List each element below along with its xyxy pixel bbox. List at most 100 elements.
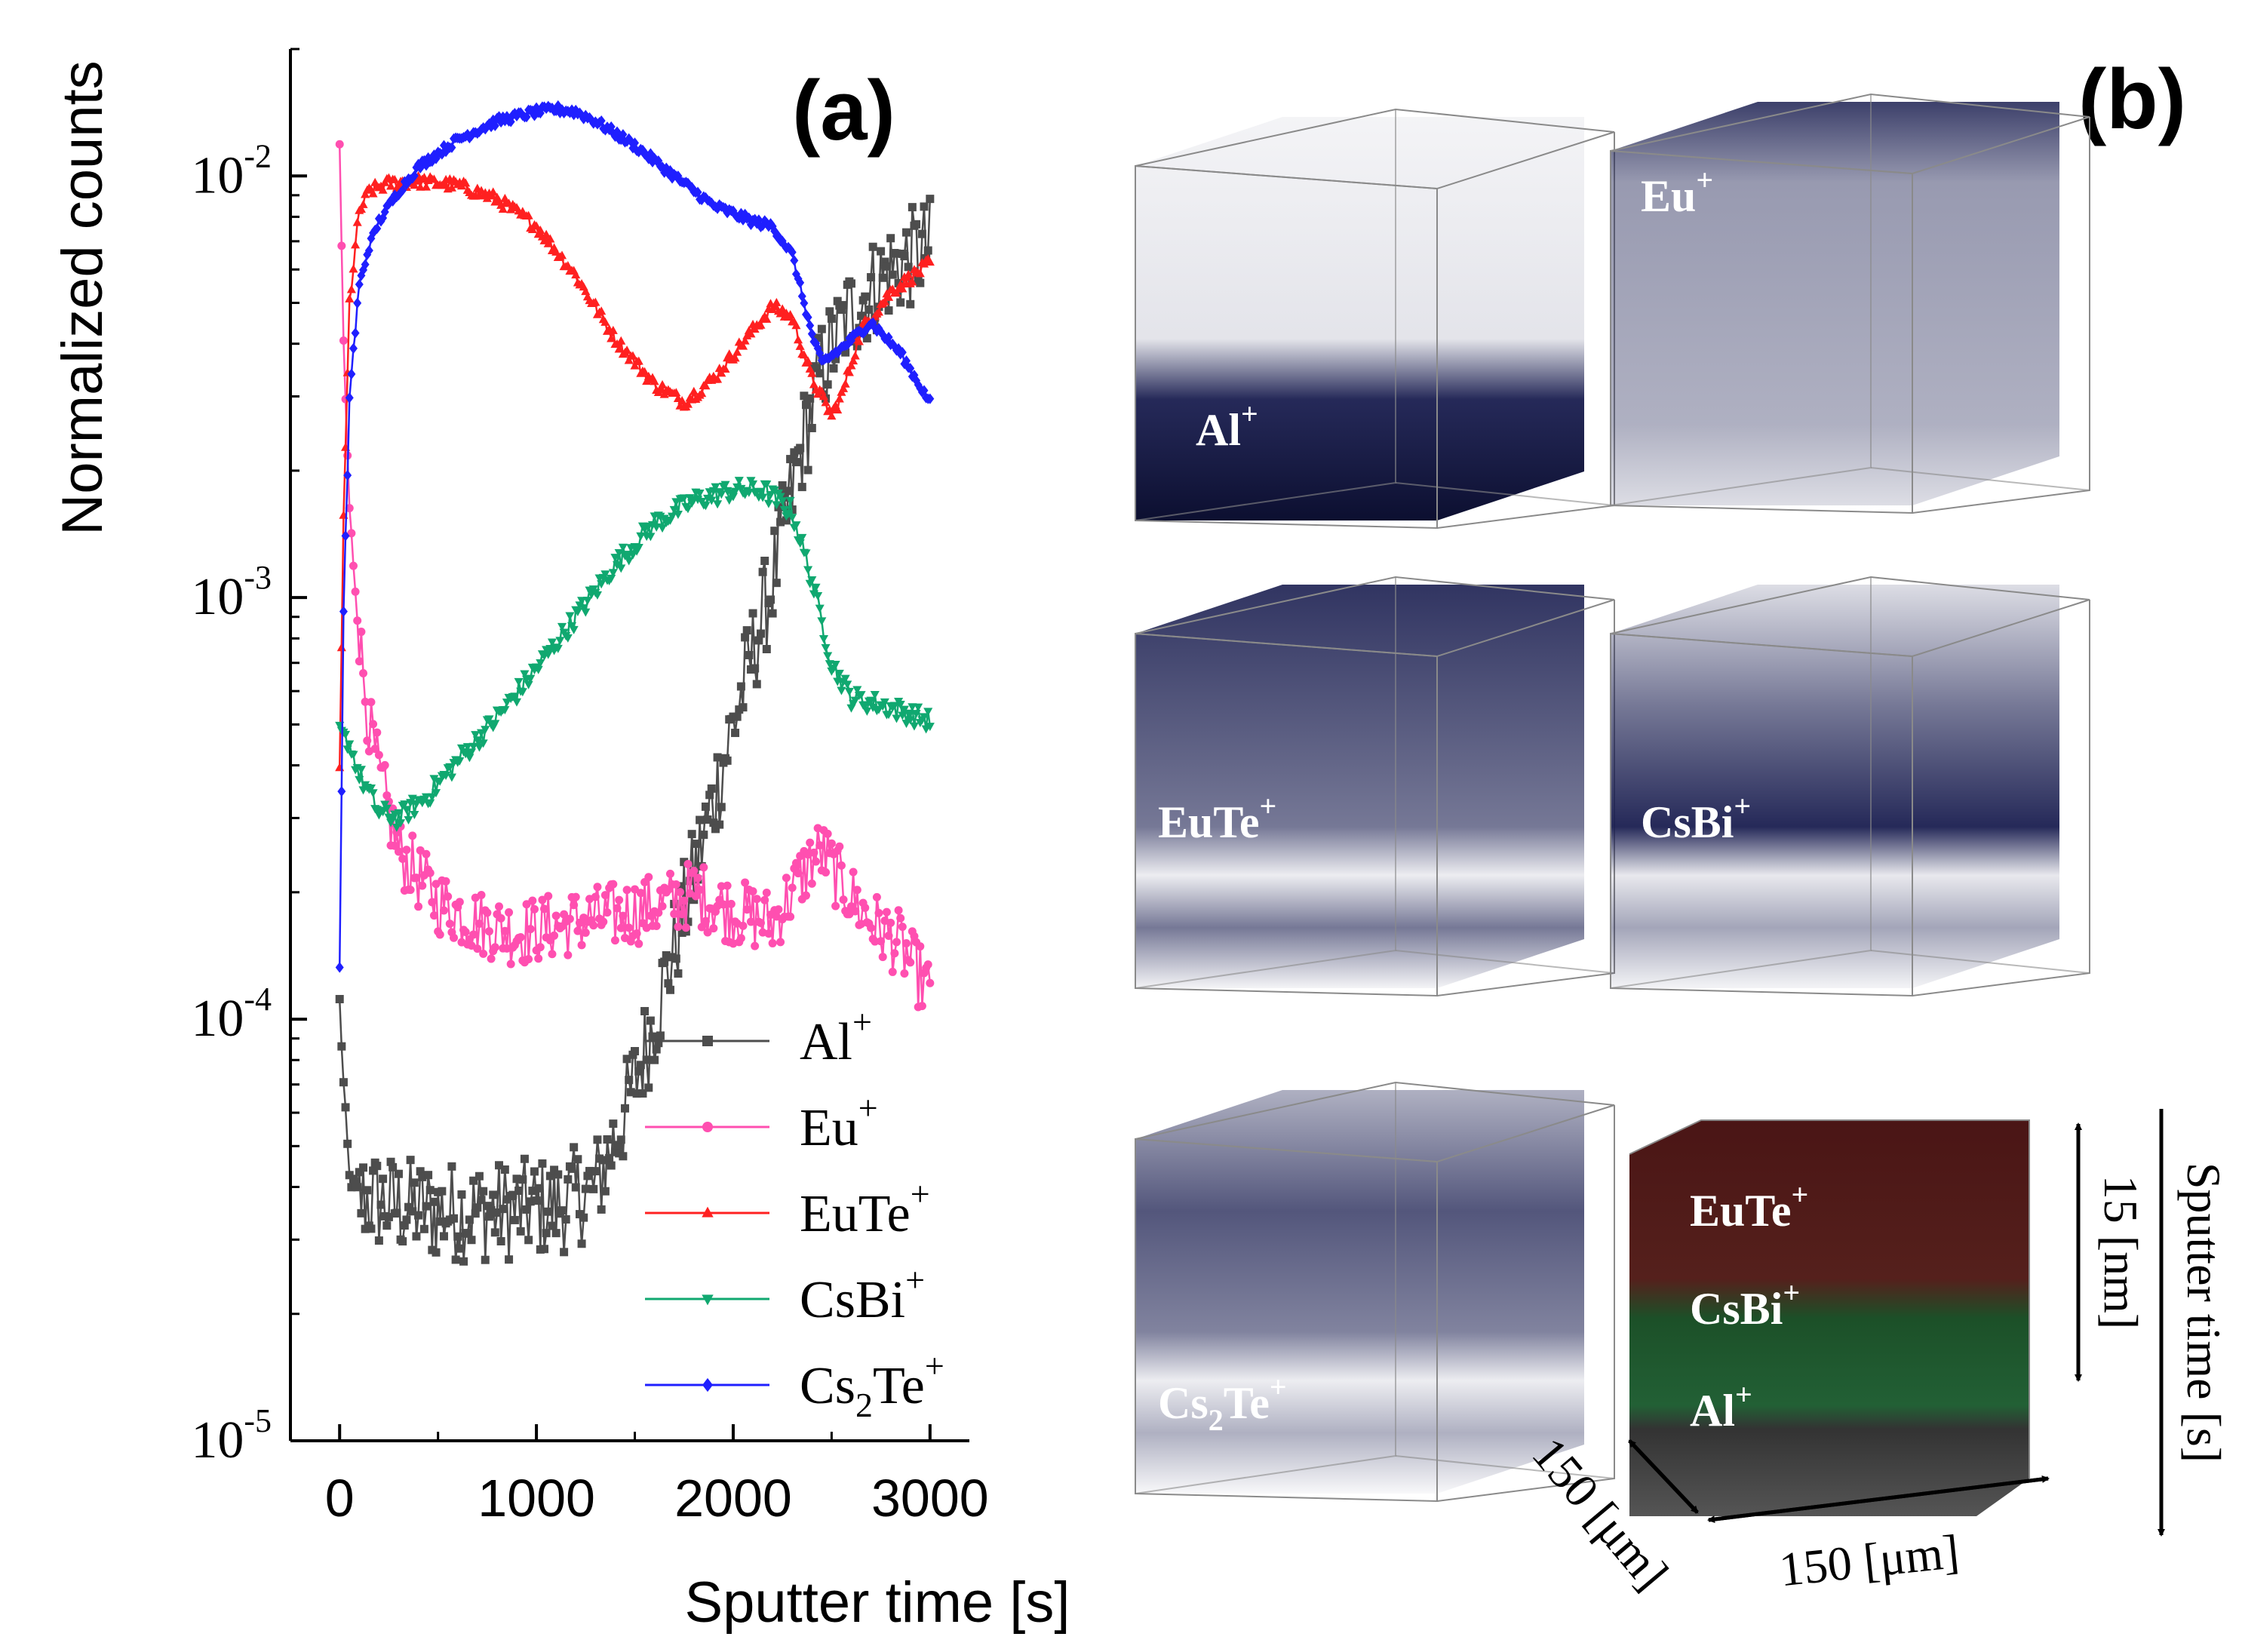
data-point [593, 883, 602, 892]
data-point [772, 501, 782, 510]
data-point [441, 146, 450, 158]
data-point [469, 1176, 478, 1185]
data-point [431, 789, 441, 798]
data-point [778, 304, 788, 313]
data-point [766, 595, 775, 604]
data-point [408, 831, 417, 840]
data-point [665, 869, 674, 878]
data-point [616, 923, 625, 932]
data-point [680, 858, 689, 867]
data-point [890, 949, 899, 958]
data-point [355, 1168, 364, 1177]
data-point [522, 1205, 531, 1214]
series-line [338, 144, 932, 1008]
data-point [532, 1196, 541, 1205]
data-point [591, 297, 600, 306]
cube-grid: Al+ Eu+ EuTe+ CsBi+ Cs2Te+ [1135, 93, 2090, 1503]
data-point [669, 505, 679, 514]
data-point [603, 1135, 612, 1144]
data-point [803, 356, 813, 365]
data-point [821, 643, 831, 653]
data-point [739, 703, 748, 712]
data-point [821, 398, 831, 407]
data-point [677, 910, 686, 919]
data-point [613, 904, 622, 913]
data-point [822, 867, 831, 877]
data-point [713, 500, 723, 509]
data-point [703, 928, 712, 937]
data-point [707, 496, 717, 505]
data-point [900, 969, 909, 978]
data-point [441, 877, 450, 886]
data-point [925, 723, 935, 732]
data-point [551, 911, 560, 920]
cube-label: Al+ [1196, 397, 1258, 455]
data-point [844, 687, 854, 696]
data-point [347, 368, 356, 379]
data-point [346, 284, 356, 293]
data-point [815, 604, 825, 613]
data-point [856, 691, 866, 700]
data-point [363, 736, 372, 745]
data-point [823, 829, 832, 838]
data-point [545, 1171, 554, 1181]
data-point [644, 1083, 653, 1092]
data-point [888, 967, 897, 976]
data-point [336, 643, 346, 652]
data-point [435, 930, 444, 939]
data-point [473, 1203, 482, 1212]
data-point [524, 210, 533, 220]
data-point [800, 297, 809, 309]
data-point [512, 110, 521, 121]
data-point [867, 923, 876, 932]
data-point [384, 1212, 393, 1221]
legend-marker [702, 1036, 713, 1046]
data-point [410, 811, 419, 820]
data-point [335, 140, 344, 149]
data-point [347, 529, 356, 538]
data-point [827, 314, 836, 323]
data-point [489, 1190, 498, 1199]
data-point [396, 819, 406, 828]
data-point [356, 204, 366, 213]
data-point [840, 379, 850, 388]
data-point [496, 1236, 505, 1245]
data-point [345, 740, 355, 749]
data-point [785, 310, 795, 319]
data-point [615, 895, 624, 904]
data-point [837, 861, 846, 870]
data-point [791, 521, 801, 530]
data-point [884, 932, 893, 941]
data-point [472, 736, 482, 745]
data-point [899, 272, 909, 281]
data-point [815, 369, 825, 378]
data-point [571, 270, 581, 279]
data-point [658, 901, 667, 910]
data-point [349, 342, 358, 355]
data-point [514, 1187, 524, 1196]
data-point [703, 815, 712, 824]
data-point [367, 698, 376, 707]
data-point [786, 912, 795, 921]
depth-label: 15 [nm] [2094, 1175, 2148, 1329]
data-point [565, 914, 574, 923]
overlay-volume [1629, 1120, 2029, 1516]
data-point [636, 889, 645, 898]
data-point [349, 561, 358, 570]
data-point [915, 269, 925, 278]
width-arrow-back [1707, 1476, 2049, 1523]
data-point [425, 868, 435, 877]
data-point [361, 189, 370, 198]
legend-label: Eu+ [800, 1089, 878, 1157]
data-point [591, 892, 600, 901]
overlay-layer-label: EuTe+ [1690, 1178, 1808, 1236]
data-point [339, 606, 348, 617]
data-point [457, 1190, 466, 1199]
data-point [901, 720, 911, 729]
data-point [557, 622, 567, 631]
legend-marker [702, 1377, 713, 1393]
data-point [896, 298, 905, 307]
data-point [357, 1208, 366, 1218]
data-point [689, 866, 699, 875]
data-point [520, 1154, 529, 1163]
